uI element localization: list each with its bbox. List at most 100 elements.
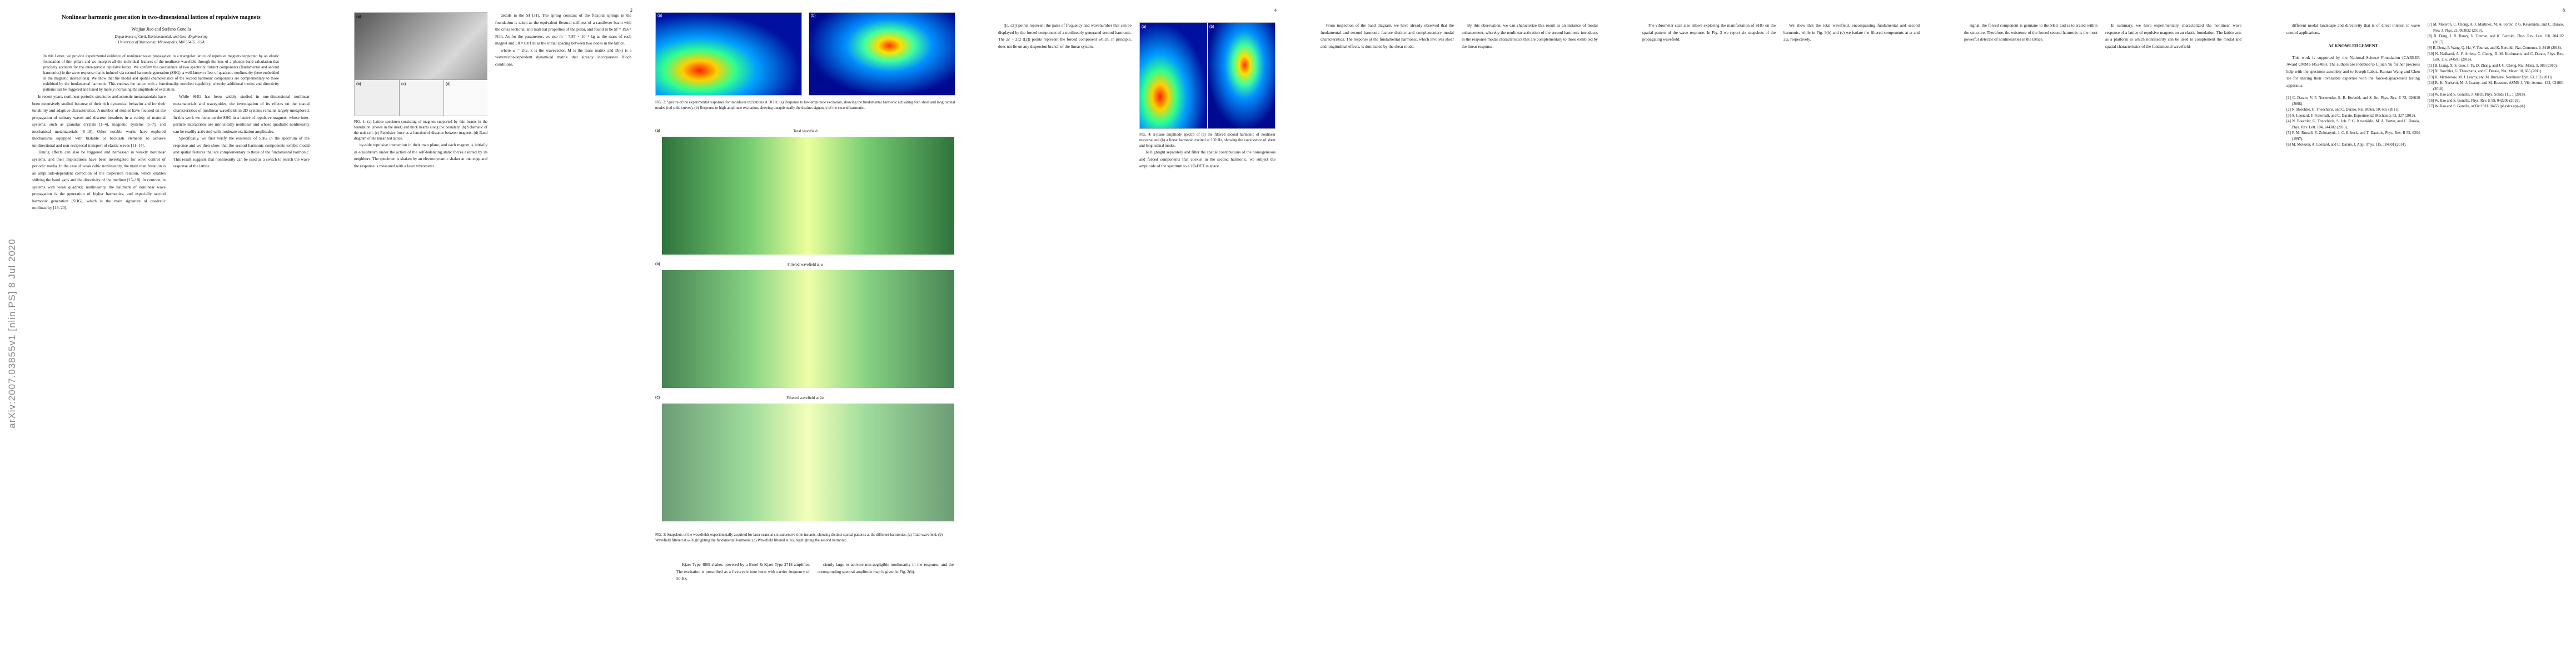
reference-list: [7] M. Moleron, C. Chong, A. J. Martinez… <box>2428 22 2564 110</box>
column: In recent years, nonlinear periodic stru… <box>32 93 166 661</box>
paragraph: The vibrometer scan also allows explorin… <box>1642 23 1776 42</box>
column: By this observation, we can characterize… <box>1462 22 1598 661</box>
reference: [10] N. Nadkarni, A. F. Arrieta, C. Chon… <box>2428 52 2564 62</box>
inset: (c) <box>399 79 444 116</box>
panel-label: (c) <box>401 82 406 86</box>
authors: Weijian Jiao and Stefano Gonella <box>131 27 191 32</box>
reference: [13] K. Manktelow, M. J. Leamy, and M. R… <box>2428 75 2553 79</box>
paragraph: different modal landscape and directivit… <box>2286 23 2420 35</box>
inset: (d) <box>444 79 487 116</box>
column: signal, the forced component is germane … <box>1964 22 2097 661</box>
affiliation-line: University of Minnesota, Minneapolis, MN… <box>118 40 205 44</box>
panel-label: (b) <box>1209 25 1214 29</box>
figure-caption: FIG. 1: (a) Lattice specimen consisting … <box>354 120 487 141</box>
page: The vibrometer scan also allows explorin… <box>1610 0 1932 667</box>
reference: [14] R. K. Narisetti, M. J. Leamy, and M… <box>2428 81 2564 91</box>
row-title: Filtered wavefield at ω <box>787 262 824 267</box>
reference: [4] N. Boechler, G. Theocharis, S. Job, … <box>2286 120 2420 130</box>
column: (a) (b) (c) (d) FIG. 1: (a) Lattice spec… <box>354 12 487 661</box>
reference-list: [1] C. Daraio, V. F. Nesterenko, E. B. H… <box>2286 96 2420 148</box>
figure-caption: FIG. 2: Spectra of the experimental resp… <box>655 101 955 110</box>
reference: [6] M. Moleron, A. Leonard, and C. Darai… <box>2286 143 2406 147</box>
panel-label: (a) <box>655 129 660 133</box>
column: From inspection of the band diagram, we … <box>1321 22 1454 661</box>
paragraph: Specifically, we first verify the existe… <box>173 136 310 168</box>
reference: [9] B. Deng, P. Wang, Q. He, V. Tournat,… <box>2428 46 2562 50</box>
paragraph: While SHG has been widely studied in one… <box>173 94 310 134</box>
figure-3: (a) Total wavefield (b) Filtered wavefie… <box>655 129 955 529</box>
panel-label: (b) <box>655 262 660 266</box>
paragraph: By this observation, we can characterize… <box>1462 23 1598 49</box>
figure-caption: FIG. 3: Snapshots of the wavefields expe… <box>655 533 943 542</box>
reference: [8] B. Deng, J. R. Raney, V. Tournat, an… <box>2428 34 2564 44</box>
reference: [12] N. Boechler, G. Theocharis, and C. … <box>2428 69 2543 73</box>
paragraph: In summary, we have experimentally chara… <box>2105 23 2241 49</box>
heatmap: (a) <box>655 12 802 96</box>
figure-row: (a) Total wavefield <box>655 129 955 257</box>
spectrum: (b) <box>1208 23 1275 128</box>
figure-row: (b) Filtered wavefield at ω <box>655 262 955 390</box>
panel-label: (b) <box>811 14 816 18</box>
page: Nonlinear harmonic generation in two-dim… <box>0 0 322 667</box>
paragraph: Tuning effects can also be triggered and… <box>32 150 166 210</box>
paragraph: where ω = 2πν, k is the wavevector, M is… <box>495 47 631 67</box>
column: ciently large to activate non-negligible… <box>818 561 954 661</box>
paragraph: In recent years, nonlinear periodic stru… <box>32 94 166 148</box>
figure-4: (a) (b) <box>1139 22 1275 129</box>
page-number: 2 <box>630 8 632 13</box>
figure-2: (a) (b) <box>655 12 955 96</box>
spectrum: (a) <box>1140 23 1207 128</box>
column: The vibrometer scan also allows explorin… <box>1642 22 1776 661</box>
wavefield <box>662 270 954 388</box>
reference: [15] W. Jiao and S. Gonella, J. Mech. Ph… <box>2428 93 2526 97</box>
paragraph: signal, the forced component is germane … <box>1964 23 2097 42</box>
column: details in the SI [31]. The spring const… <box>495 12 631 661</box>
reference: [16] W. Jiao and S. Gonella, Phys. Rev. … <box>2428 98 2520 103</box>
affiliation-line: Department of Civil, Environmental, and … <box>114 34 208 39</box>
page-number: 8 <box>2563 8 2565 13</box>
figure-1: (a) (b) (c) (d) <box>354 12 487 116</box>
row-title: Filtered wavefield at 2ω <box>786 396 824 400</box>
page: 2 (a) (b) (c) (d) FIG. 1: (a) Lattice sp… <box>322 0 644 667</box>
affiliation: Department of Civil, Environmental, and … <box>22 34 300 45</box>
reference: [3] A. Leonard, F. Fraternali, and C. Da… <box>2286 113 2416 118</box>
paragraph: details in the SI [31]. The spring const… <box>495 13 631 46</box>
panel-label: (b) <box>356 82 361 86</box>
page: From inspection of the band diagram, we … <box>1288 0 1610 667</box>
paragraph: Kjaer Type 4809 shaker, powered by a Bru… <box>676 562 810 581</box>
figure-caption: FIG. 4: k-plane amplitude spectra of (a)… <box>1139 133 1275 148</box>
panel-label: (a) <box>657 14 662 18</box>
panel-label: (c) <box>655 396 660 400</box>
row-title: Total wavefield <box>793 129 818 133</box>
wavefield <box>662 137 954 255</box>
reference: [17] W. Jiao and S. Gonella, arXiv:1911.… <box>2428 104 2526 108</box>
reference: [1] C. Daraio, V. F. Nesterenko, E. B. H… <box>2286 96 2420 106</box>
column: [7] M. Moleron, C. Chong, A. J. Martinez… <box>2428 22 2564 661</box>
column: different modal landscape and directivit… <box>2286 22 2420 661</box>
column: While SHG has been widely studied in one… <box>173 93 310 661</box>
paragraph: by-side repulsive interaction in their o… <box>354 142 487 168</box>
column: (a) (b) FIG. 4: k-plane amplitude spectr… <box>1139 22 1275 661</box>
paragraph: To highlight separately and filter the s… <box>1139 150 1275 168</box>
reference: [2] N. Boechler, G. Theocharis, and C. D… <box>2286 108 2399 112</box>
paragraph: ([ε, ε2]) points represent the pairs of … <box>998 23 1132 49</box>
inset: (b) <box>355 79 399 116</box>
figure-row: (c) Filtered wavefield at 2ω <box>655 396 955 524</box>
page-number: 4 <box>1274 8 1277 13</box>
column: We show that the total wavefield, encomp… <box>1783 22 1920 661</box>
panel-label: (a) <box>1142 25 1147 29</box>
reference: [7] M. Moleron, C. Chong, A. J. Martinez… <box>2428 23 2564 33</box>
paragraph: We show that the total wavefield, encomp… <box>1783 23 1920 42</box>
wavefield <box>662 404 954 521</box>
paper-title: Nonlinear harmonic generation in two-dim… <box>62 14 261 21</box>
column: Kjaer Type 4809 shaker, powered by a Bru… <box>676 561 810 661</box>
paragraph: From inspection of the band diagram, we … <box>1321 23 1454 49</box>
panel-label: (d) <box>446 82 451 86</box>
column: In summary, we have experimentally chara… <box>2105 22 2241 661</box>
column: ([ε, ε2]) points represent the pairs of … <box>998 22 1132 661</box>
page: (a) (b) FIG. 2: Spectra of the experimen… <box>644 0 966 667</box>
section-heading: ACKNOWLEDGEMENT <box>2328 43 2378 48</box>
page: 4 ([ε, ε2]) points represent the pairs o… <box>966 0 1288 667</box>
reference: [5] F. M. Russell, Y. Zolotaryuk, J. C. … <box>2286 131 2420 141</box>
